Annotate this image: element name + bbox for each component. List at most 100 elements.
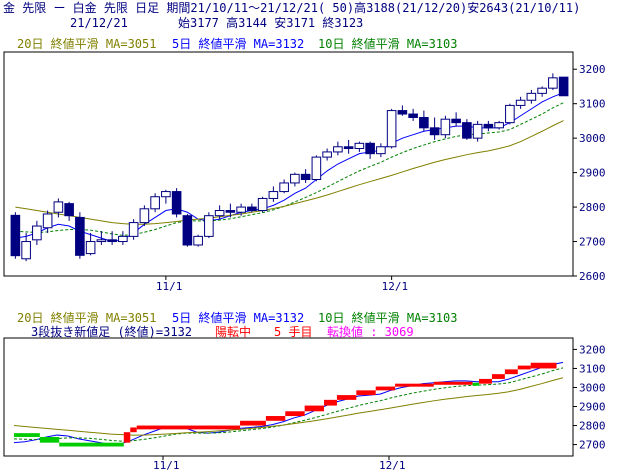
candle-body: [257, 197, 268, 212]
candle-body: [128, 222, 139, 237]
candle-body: [10, 214, 21, 257]
candle-body: [515, 99, 526, 106]
candle-body: [311, 156, 322, 181]
sanbon-block: [265, 416, 286, 421]
candle-body: [85, 241, 96, 255]
x-tick-label-2: 11/1: [153, 459, 180, 472]
y-tick-label: 3200: [579, 63, 606, 76]
y-tick-label: 3100: [579, 98, 606, 111]
y-tick-label: 2600: [579, 270, 606, 283]
sanbon-block: [491, 374, 505, 379]
candle-body: [268, 191, 279, 199]
candle-body: [537, 87, 547, 94]
legend-ma20: 20日 終値平滑 MA=3051: [17, 37, 157, 51]
candle-body: [171, 191, 182, 215]
candle-body: [440, 118, 451, 136]
y-tick-label-2: 2800: [579, 420, 606, 433]
plot-frame: [3, 51, 574, 277]
candle-body: [333, 146, 343, 153]
candle-body: [96, 239, 107, 243]
chart-header-title: 金 先限 ー 白金 先限 日足 期間21/10/11～21/12/21( 50)…: [3, 1, 581, 15]
sanbon-reversal: 転換値 : 3069: [327, 325, 414, 339]
sanbon-label: 3段抜き新値足 (終値)=3132: [31, 325, 193, 339]
y-tick-label-2: 2900: [579, 401, 606, 414]
sanbon-block: [433, 381, 473, 385]
candle-body: [193, 235, 203, 246]
candlestick-chart: 2600 2700 2800 2900 3000 3100 3200 11/1 12/1: [3, 51, 606, 293]
title-bar: 金 先限 ー 白金 先限 日足 期間21/10/11～21/12/21( 50)…: [0, 0, 624, 17]
candle-body: [300, 173, 311, 181]
y-tick-label: 3000: [579, 132, 606, 145]
sanbon-block: [375, 386, 396, 391]
candle-body: [343, 146, 354, 149]
sanbon-status: 陽転中: [215, 325, 252, 339]
candle-body: [376, 146, 386, 155]
candle-body: [75, 216, 85, 256]
legend2-ma10: 10日 終値平滑 MA=3103: [318, 311, 458, 325]
sanbon-count: 5 手目: [274, 325, 313, 339]
plot-frame-2: [3, 337, 574, 457]
candle-body: [451, 118, 461, 124]
sanbon-block: [304, 405, 325, 412]
sanbon-block: [336, 395, 357, 400]
y-tick-label: 2900: [579, 167, 606, 180]
sanbon-block: [14, 433, 40, 437]
candle-body: [558, 76, 569, 97]
ma-line: [15, 120, 564, 225]
y-tick-label: 2800: [579, 201, 606, 214]
candle-body: [214, 210, 225, 217]
sanbon-block: [136, 425, 241, 430]
candle-body: [408, 113, 418, 118]
y-tick-label-2: 3000: [579, 381, 606, 394]
candle-body: [236, 206, 246, 213]
ma-line-2: [13, 367, 564, 442]
legend-ma10: 10日 終値平滑 MA=3103: [318, 37, 458, 51]
candle-body: [365, 142, 375, 155]
candle-body: [64, 203, 74, 217]
ma-line-2: [13, 377, 564, 436]
x-tick-label: 11/1: [156, 280, 183, 293]
candle-body: [483, 123, 494, 129]
header-ohlc: 始3177 高3144 安3171 終3123: [178, 16, 364, 30]
sanbon-block: [130, 427, 137, 433]
x-tick-label: 12/1: [382, 280, 409, 293]
candle-body: [150, 196, 160, 210]
candle-body: [279, 182, 289, 193]
sanbon-block: [123, 432, 131, 443]
legend2-ma20: 20日 終値平滑 MA=3051: [17, 311, 157, 325]
ma-line: [15, 102, 564, 236]
sanbon-block: [472, 382, 480, 386]
legend-ma5: 5日 終値平滑 MA=3132: [172, 37, 305, 51]
candle-body: [225, 210, 236, 213]
candle-body: [462, 122, 472, 139]
ma-line-2: [13, 361, 564, 446]
y-tick-label-2: 3100: [579, 362, 606, 375]
sanbon-block: [356, 390, 376, 396]
candle-body: [505, 104, 515, 124]
candle-body: [526, 92, 537, 101]
sanbon-block: [240, 420, 266, 426]
sanbon-block: [285, 411, 305, 417]
y-tick-label-2: 3200: [579, 343, 606, 356]
candle-body: [429, 127, 440, 136]
candle-body: [494, 122, 504, 129]
candle-body: [472, 123, 483, 139]
candle-body: [354, 142, 365, 149]
sanbon-block: [504, 369, 518, 375]
sanbon-block: [479, 378, 492, 384]
candle-body: [32, 225, 42, 241]
sanbon-block: [59, 442, 124, 447]
candle-body: [204, 215, 214, 237]
legend2-ma5: 5日 終値平滑 MA=3132: [172, 311, 305, 325]
candle-body: [322, 151, 332, 158]
candle-body: [21, 241, 31, 260]
candle-body: [161, 191, 171, 198]
candle-body: [548, 77, 558, 89]
candle-body: [397, 110, 408, 115]
header-date: 21/12/21: [70, 16, 128, 30]
candle-body: [42, 213, 53, 229]
candle-body: [139, 208, 150, 224]
y-tick-label: 2700: [579, 236, 606, 249]
sanbon-block: [530, 362, 557, 369]
